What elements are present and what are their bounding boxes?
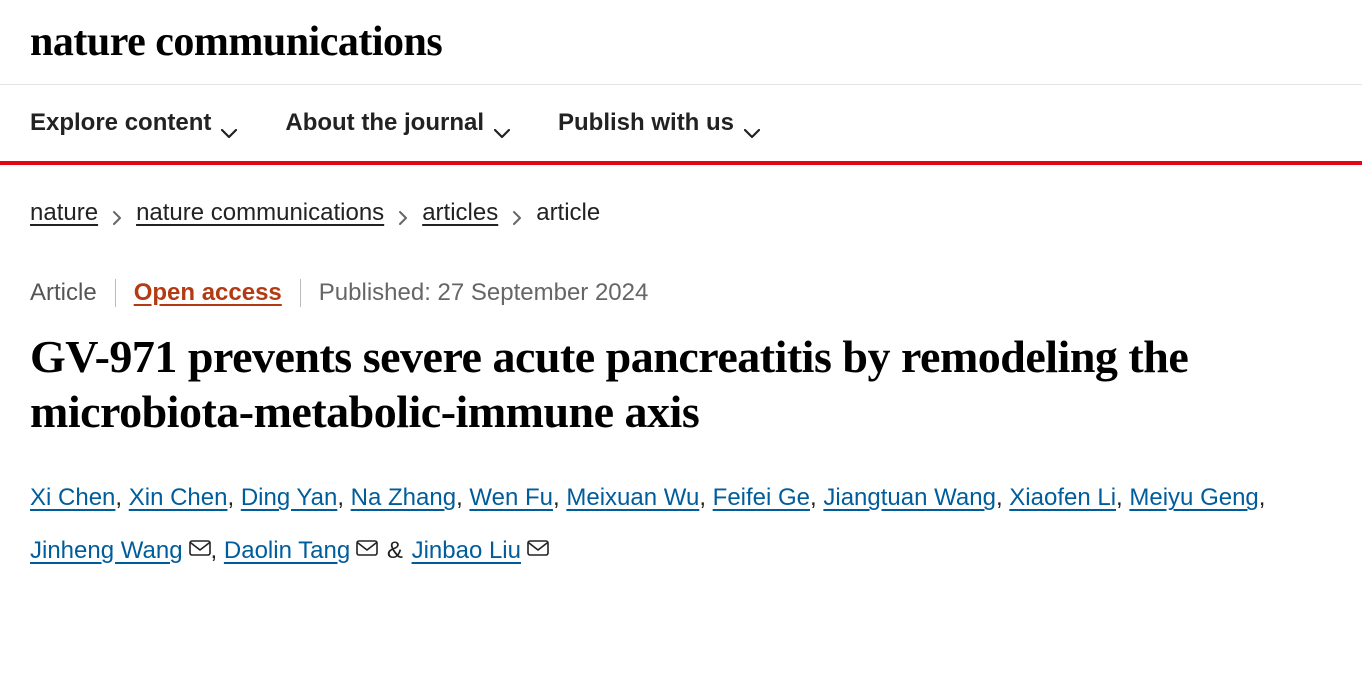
nav-label: Explore content — [30, 109, 211, 137]
nav-bar: Explore content About the journal Publis… — [0, 85, 1362, 165]
nav-explore-content[interactable]: Explore content — [30, 109, 237, 137]
author-link[interactable]: Jinbao Liu — [412, 537, 521, 564]
breadcrumb-articles[interactable]: articles — [422, 199, 498, 227]
author-link[interactable]: Feifei Ge — [713, 484, 810, 511]
author-link[interactable]: Ding Yan — [241, 484, 338, 511]
chevron-right-icon — [398, 205, 408, 221]
author-separator: , — [211, 537, 224, 564]
author-separator: , — [996, 484, 1009, 511]
nav-label: Publish with us — [558, 109, 734, 137]
mail-icon[interactable] — [356, 524, 378, 540]
author-separator: , — [553, 484, 566, 511]
chevron-right-icon — [112, 205, 122, 221]
article-meta: Article Open access Published: 27 Septem… — [0, 227, 1362, 307]
author-separator: , — [337, 484, 350, 511]
mail-icon[interactable] — [189, 524, 211, 540]
author-link[interactable]: Na Zhang — [351, 484, 456, 511]
author-link[interactable]: Meiyu Geng — [1129, 484, 1258, 511]
author-list: Xi Chen, Xin Chen, Ding Yan, Na Zhang, W… — [0, 439, 1362, 604]
author-link[interactable]: Xi Chen — [30, 484, 115, 511]
chevron-down-icon — [744, 118, 760, 128]
article-type-label: Article — [30, 279, 97, 307]
chevron-down-icon — [221, 118, 237, 128]
author-separator: , — [699, 484, 712, 511]
author-separator: , — [456, 484, 469, 511]
open-access-link[interactable]: Open access — [134, 279, 282, 307]
meta-divider — [115, 279, 116, 307]
author-link[interactable]: Jiangtuan Wang — [823, 484, 996, 511]
published-value: 27 September 2024 — [438, 279, 649, 306]
breadcrumb-current: article — [536, 199, 600, 227]
nav-publish-with-us[interactable]: Publish with us — [558, 109, 760, 137]
breadcrumb-nature-communications[interactable]: nature communications — [136, 199, 384, 227]
journal-header: nature communications — [0, 0, 1362, 85]
chevron-right-icon — [512, 205, 522, 221]
published-date: Published: 27 September 2024 — [319, 279, 649, 307]
breadcrumb: nature nature communications articles ar… — [0, 165, 1362, 227]
journal-title[interactable]: nature communications — [30, 18, 1332, 66]
author-link[interactable]: Jinheng Wang — [30, 537, 183, 564]
nav-label: About the journal — [285, 109, 484, 137]
author-link[interactable]: Xin Chen — [129, 484, 228, 511]
author-separator: & — [380, 537, 409, 564]
nav-about-journal[interactable]: About the journal — [285, 109, 510, 137]
author-link[interactable]: Daolin Tang — [224, 537, 350, 564]
published-label: Published: — [319, 279, 431, 306]
author-link[interactable]: Xiaofen Li — [1009, 484, 1116, 511]
author-separator: , — [1259, 484, 1266, 511]
author-separator: , — [1116, 484, 1129, 511]
mail-icon[interactable] — [527, 524, 549, 540]
breadcrumb-nature[interactable]: nature — [30, 199, 98, 227]
author-link[interactable]: Meixuan Wu — [566, 484, 699, 511]
author-separator: , — [115, 484, 128, 511]
chevron-down-icon — [494, 118, 510, 128]
author-separator: , — [810, 484, 823, 511]
author-separator: , — [227, 484, 240, 511]
meta-divider — [300, 279, 301, 307]
author-link[interactable]: Wen Fu — [469, 484, 553, 511]
article-title: GV-971 prevents severe acute pancreatiti… — [0, 307, 1280, 439]
